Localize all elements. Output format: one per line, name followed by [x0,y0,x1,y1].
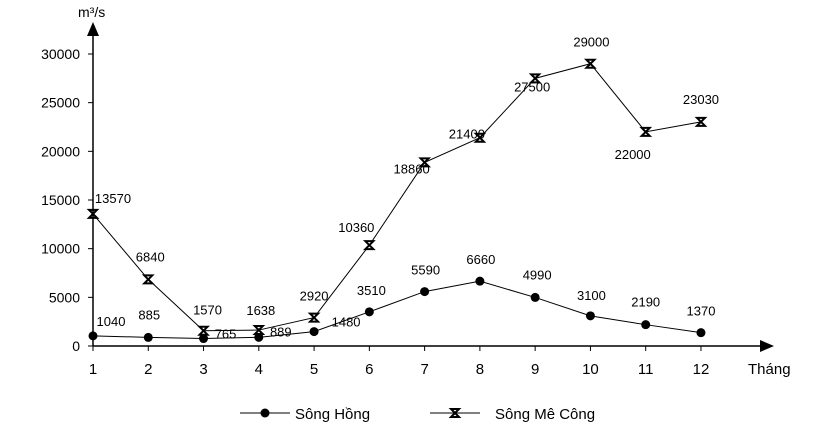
y-axis-arrow [87,22,99,36]
bowtie-marker [694,116,708,127]
x-axis-arrow [760,340,774,352]
legend-label: Sông Hồng [295,406,370,423]
bowtie-marker [418,157,432,168]
circle-marker [309,327,319,337]
y-tick-label: 20000 [41,143,80,159]
bowtie-marker [528,73,542,84]
x-tick-label: 4 [255,361,263,378]
bowtie-marker [584,58,597,69]
data-label: 5590 [411,263,440,278]
data-label: 22000 [615,147,651,162]
circle-marker [254,332,264,342]
data-label: 1638 [246,303,275,318]
x-tick-label: 8 [476,361,484,378]
data-label: 2920 [300,289,329,304]
y-tick-label: 30000 [41,46,80,62]
bowtie-marker [86,208,100,219]
data-label: 29000 [573,35,609,50]
data-label: 6660 [466,252,495,267]
circle-marker [585,311,595,321]
data-label: 1040 [97,314,126,329]
bowtie-marker [473,132,487,143]
circle-marker [530,292,540,302]
data-label: 3510 [357,283,386,298]
series-line [92,280,702,340]
data-label: 1480 [332,315,361,330]
data-label: 6840 [136,249,165,264]
data-label: 2190 [631,295,660,310]
x-tick-label: 5 [310,361,318,378]
x-tick-label: 2 [144,361,152,378]
x-axis-label: Tháng [748,361,791,378]
circle-marker [143,332,153,342]
bowtie-marker [448,408,462,418]
bowtie-marker [307,312,321,323]
circle-marker [88,331,98,341]
bowtie-marker [252,325,266,336]
x-tick-label: 10 [582,361,599,378]
data-label: 13570 [95,191,131,206]
x-tick-label: 12 [693,361,710,378]
data-label: 21400 [449,127,485,142]
x-tick-label: 11 [638,361,654,378]
data-label: 4990 [523,267,552,282]
data-label: 3100 [577,288,606,303]
series-line [92,63,702,332]
x-tick-label: 9 [531,361,539,378]
x-tick-label: 7 [420,361,428,378]
data-label: 765 [215,327,237,342]
series-song-hong: 1040 885 765 889 1480 3510 5590 6660 4990 3100 219… [88,252,716,344]
circle-marker [475,276,485,286]
data-label: 889 [270,324,292,339]
x-tick-label: 1 [89,361,97,378]
y-tick-label: 25000 [41,95,80,111]
x-tick-label: 3 [199,361,207,378]
bowtie-marker [639,126,653,137]
circle-marker [199,334,209,344]
data-label: 1370 [687,304,716,319]
y-tick-label: 15000 [41,192,80,208]
circle-marker [364,307,374,317]
y-tick-label: 0 [72,338,80,354]
x-tick-label: 6 [365,361,373,378]
data-label: 27500 [514,79,550,94]
circle-marker [641,320,651,330]
data-label: 10360 [338,220,374,235]
bowtie-marker [141,274,155,285]
data-label: 23030 [683,92,719,107]
bowtie-marker [362,240,376,251]
series-song-me-cong: 13570 6840 1570 1638 2920 10360 18860 21400 2750… [86,35,719,336]
y-axis-label: m³/s [78,4,105,20]
y-tick-label: 10000 [41,241,80,257]
bowtie-marker [197,325,210,336]
data-label: 18860 [394,161,430,176]
data-label: 1570 [193,303,222,318]
circle-marker [260,408,270,418]
data-label: 885 [138,307,160,322]
circle-marker [696,328,706,338]
y-tick-label: 5000 [49,289,80,305]
circle-marker [420,287,430,297]
legend-label: Sông Mê Công [495,406,595,423]
